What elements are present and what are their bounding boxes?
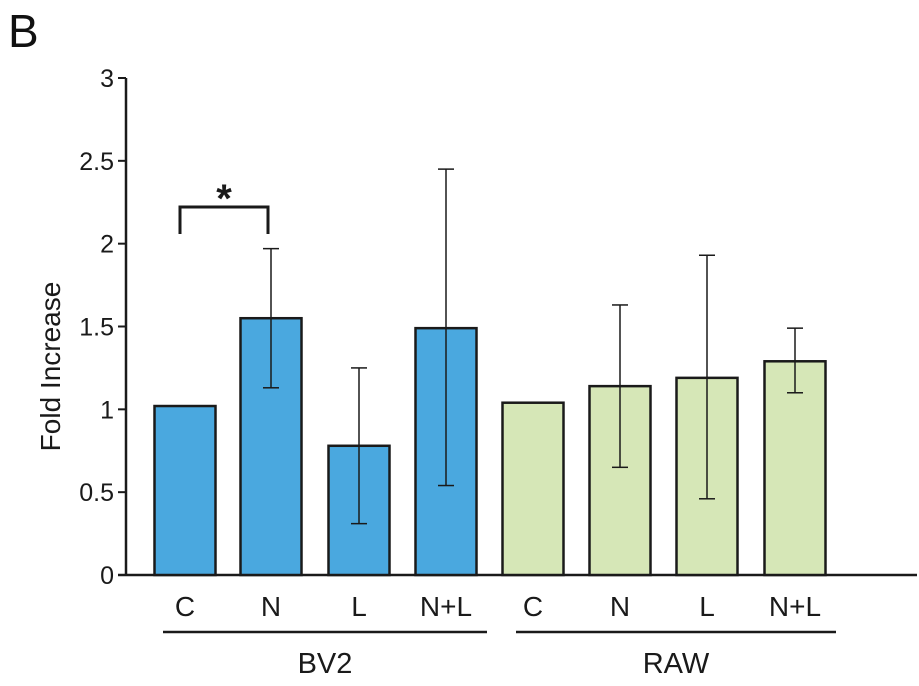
panel-label: B (8, 5, 39, 57)
labels: C N L N+L C N L N+L BV2 RAW * (163, 177, 836, 680)
y-tick-label: 2 (100, 231, 114, 259)
x-tick-label: N+L (769, 591, 821, 622)
group-label: RAW (643, 648, 710, 680)
y-tick-label: 0.5 (79, 479, 114, 507)
y-tick-label: 1.5 (79, 314, 114, 342)
error-bars (263, 168, 803, 525)
bars (153, 316, 827, 577)
x-tick-label: N (261, 591, 281, 622)
y-axis-label: Fold Increase (35, 282, 66, 452)
significance-marker: * (216, 177, 232, 221)
y-tick-label: 0 (100, 562, 114, 590)
bar (501, 401, 565, 577)
x-tick-label: N+L (420, 591, 472, 622)
group-label: BV2 (298, 648, 353, 680)
y-tick-label: 3 (100, 65, 114, 93)
significance-bracket (178, 205, 270, 234)
y-tick-label: 1 (100, 396, 114, 424)
x-tick-label: N (610, 591, 630, 622)
x-tick-label: C (175, 591, 195, 622)
bar (239, 316, 303, 577)
y-tick-label: 2.5 (79, 148, 114, 176)
x-tick-label: L (699, 591, 715, 622)
x-tick-label: C (523, 591, 543, 622)
bar (153, 404, 217, 577)
x-tick-label: L (351, 591, 367, 622)
